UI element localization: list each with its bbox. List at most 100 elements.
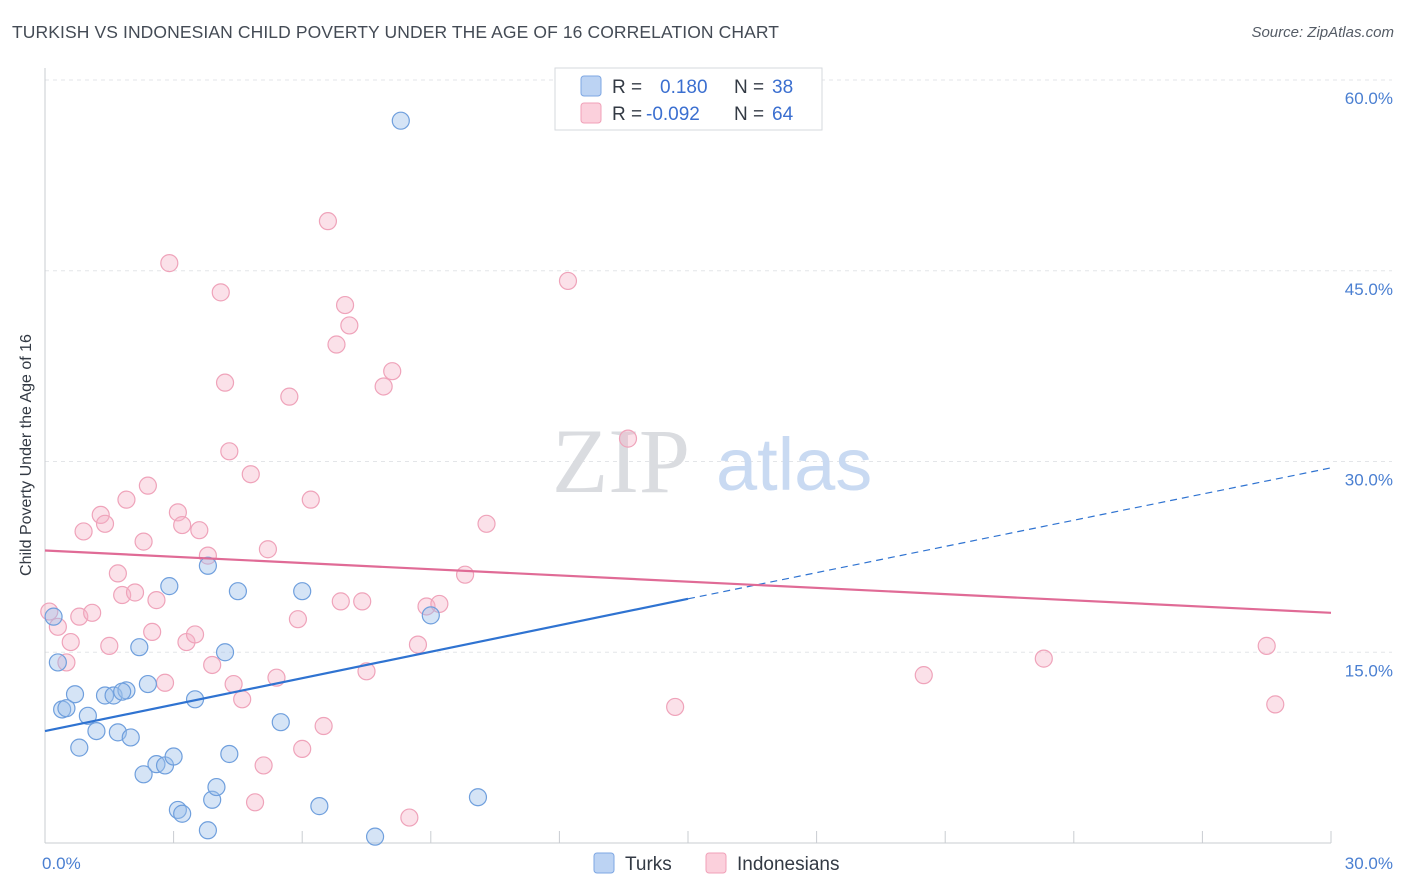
y-tick-label-1: 30.0% <box>1345 471 1393 490</box>
y-tick-label-3: 60.0% <box>1345 89 1393 108</box>
turks-point-21 <box>173 804 192 823</box>
turks-point-28 <box>220 744 239 764</box>
axes <box>44 68 1332 844</box>
legend-r-value-indonesians: -0.092 <box>646 104 700 125</box>
indonesians-point-28 <box>215 373 235 392</box>
indonesians-point-52 <box>408 635 428 654</box>
indonesians-point-9 <box>100 636 119 655</box>
indonesians-point-24 <box>190 521 209 540</box>
turks-point-6 <box>78 706 97 725</box>
indonesians-point-62 <box>1257 636 1276 655</box>
turks-point-12 <box>121 728 140 747</box>
turks-point-31 <box>293 582 312 601</box>
indonesians-point-44 <box>331 592 350 611</box>
indonesians-point-61 <box>1034 649 1053 668</box>
turks-point-29 <box>228 582 247 601</box>
indonesians-point-51 <box>400 808 419 827</box>
indonesians-point-49 <box>374 377 393 396</box>
indonesians-point-48 <box>357 662 376 681</box>
indonesians-point-60 <box>914 666 933 685</box>
legend-swatch-indonesians <box>580 102 602 124</box>
indonesians-trend-line <box>44 549 1332 614</box>
legend-n-label-turks: N = <box>734 77 764 98</box>
turks-point-36 <box>468 788 488 807</box>
indonesians-point-42 <box>318 212 338 231</box>
indonesians-point-1 <box>48 617 67 636</box>
turks-point-4 <box>65 685 85 704</box>
indonesians-point-38 <box>288 610 308 629</box>
indonesians-points <box>40 212 1285 827</box>
legend-n-value-indonesians: 64 <box>772 104 794 125</box>
turks-point-19 <box>164 747 183 766</box>
indonesians-point-50 <box>383 362 402 381</box>
indonesians-point-15 <box>138 476 157 495</box>
turks-point-7 <box>87 721 106 741</box>
legend-r-label-turks: R = <box>612 77 642 98</box>
turks-point-23 <box>198 556 217 575</box>
indonesians-point-29 <box>220 442 239 461</box>
indonesians-point-19 <box>160 254 179 273</box>
indonesians-point-21 <box>173 515 192 535</box>
indonesians-point-47 <box>353 592 372 611</box>
indonesians-point-6 <box>83 603 102 622</box>
indonesians-point-13 <box>125 583 145 602</box>
indonesians-point-58 <box>618 429 638 448</box>
indonesians-point-32 <box>241 465 260 484</box>
indonesians-point-33 <box>245 793 265 812</box>
turks-point-24 <box>198 821 217 840</box>
gridlines <box>45 79 1392 653</box>
indonesians-point-57 <box>558 271 578 291</box>
tick-labels: 15.0% 30.0% 45.0% 60.0% 0.0% 30.0% <box>42 89 1393 873</box>
trend-lines <box>44 467 1332 733</box>
turks-point-13 <box>130 638 149 657</box>
indonesians-point-7 <box>91 505 110 525</box>
indonesians-point-55 <box>455 565 475 584</box>
indonesians-point-18 <box>155 673 175 692</box>
turks-points <box>44 111 488 846</box>
indonesians-point-12 <box>117 490 136 509</box>
source-label: Source: ZipAtlas.com <box>1251 24 1394 41</box>
legend-swatch-indonesians-bottom <box>705 852 727 874</box>
turks-point-15 <box>138 674 157 694</box>
legend-n-label-indonesians: N = <box>734 104 764 125</box>
indonesians-point-31 <box>233 690 252 709</box>
indonesians-point-34 <box>254 756 273 775</box>
turks-point-1 <box>48 653 67 672</box>
turks-point-18 <box>160 577 179 596</box>
chart-title: TURKISH VS INDONESIAN CHILD POVERTY UNDE… <box>12 22 780 42</box>
turks-point-0 <box>44 607 63 626</box>
turks-point-37 <box>113 682 132 701</box>
indonesians-point-8 <box>95 514 115 533</box>
y-tick-label-2: 45.0% <box>1345 280 1393 299</box>
indonesians-point-37 <box>280 387 299 406</box>
legend-swatch-turks <box>580 75 602 97</box>
indonesians-point-63 <box>1266 695 1285 714</box>
legend-label-turks: Turks <box>625 854 672 875</box>
indonesians-point-3 <box>61 632 80 652</box>
indonesians-point-40 <box>301 490 320 509</box>
turks-point-32 <box>310 797 329 816</box>
watermark-zip: ZIP <box>552 410 690 512</box>
y-tick-label-0: 15.0% <box>1345 661 1393 680</box>
indonesians-point-56 <box>477 514 496 533</box>
legend-label-indonesians: Indonesians <box>737 854 839 875</box>
indonesians-point-26 <box>203 655 222 675</box>
legend-r-value-turks: 0.180 <box>660 77 708 98</box>
watermark-atlas: atlas <box>716 423 872 506</box>
turks-point-35 <box>421 606 440 625</box>
indonesians-point-23 <box>185 625 205 644</box>
indonesians-point-35 <box>258 540 278 559</box>
legend-n-value-turks: 38 <box>772 77 793 98</box>
turks-point-3 <box>57 699 76 718</box>
series-legend: Turks Indonesians <box>593 852 839 875</box>
indonesians-point-39 <box>293 739 312 758</box>
legend-r-label-indonesians: R = <box>612 104 642 125</box>
indonesians-point-16 <box>143 622 162 642</box>
turks-point-30 <box>271 713 290 732</box>
indonesians-point-14 <box>134 532 153 551</box>
x-tick-label-0: 0.0% <box>42 854 81 873</box>
indonesians-point-59 <box>666 697 685 717</box>
indonesians-point-17 <box>147 591 166 610</box>
legend-swatch-turks-bottom <box>593 852 615 874</box>
